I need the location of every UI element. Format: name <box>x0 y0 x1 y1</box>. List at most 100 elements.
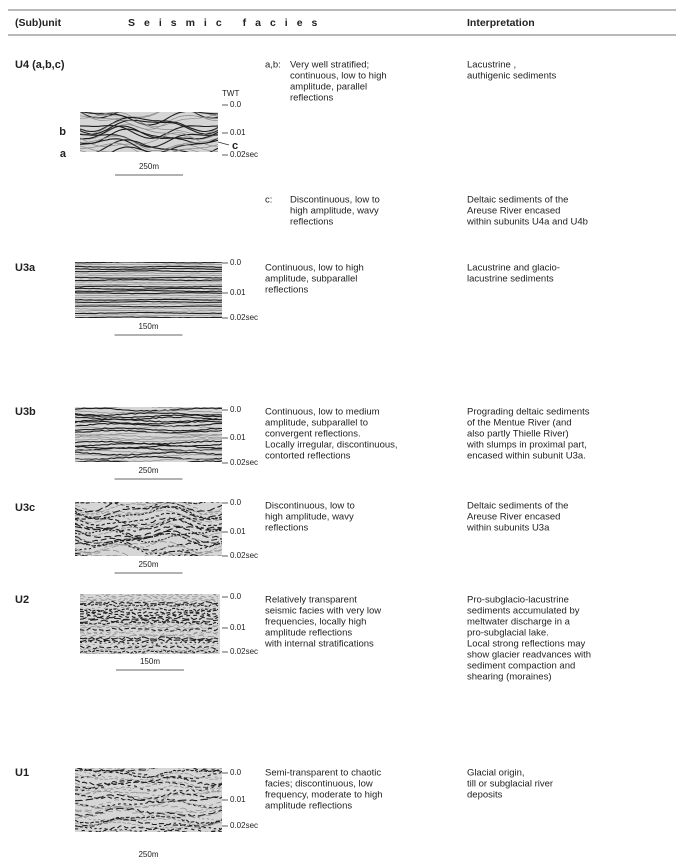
reflector <box>75 319 222 320</box>
depth-tick: 0.01 <box>230 128 246 137</box>
facies-text: reflections <box>290 93 334 104</box>
interpretation-text: with slumps in proximal part, <box>466 440 587 451</box>
depth-tick: 0.02sec <box>230 458 258 467</box>
interpretation-text: within subunits U3a <box>466 523 550 534</box>
scale-label: 250m <box>138 850 158 859</box>
facies-text: Locally irregular, discontinuous, <box>265 440 398 451</box>
reflector <box>75 491 222 504</box>
seismic-profile <box>75 258 222 323</box>
reflector <box>75 404 222 407</box>
interpretation-text: sediments accumulated by <box>467 606 580 617</box>
interpretation-text: deposits <box>467 790 503 801</box>
depth-tick: 0.0 <box>230 498 242 507</box>
depth-tick: 0.0 <box>230 768 242 777</box>
interpretation-text: till or subglacial river <box>467 779 553 790</box>
unit-label: U3a <box>15 262 36 274</box>
interpretation-text: also partly Thielle River) <box>467 429 569 440</box>
reflector <box>75 832 222 841</box>
facies-text: with internal stratifications <box>264 639 374 650</box>
unit-label: U3c <box>15 502 35 514</box>
depth-tick: 0.0 <box>230 100 242 109</box>
interpretation-text: shearing (moraines) <box>467 672 551 683</box>
twt-label: TWT <box>222 89 239 98</box>
interpretation-text: show glacier readvances with <box>467 650 591 661</box>
scale-label: 150m <box>138 322 158 331</box>
depth-tick: 0.01 <box>230 623 246 632</box>
interpretation-text: Local strong reflections may <box>467 639 586 650</box>
reflector <box>75 258 222 259</box>
depth-tick: 0.02sec <box>230 313 258 322</box>
interpretation-text: lacustrine sediments <box>467 274 554 285</box>
reflector <box>75 761 222 769</box>
reflector <box>75 401 222 404</box>
interpretation-text: Lacustrine and glacio- <box>467 263 560 274</box>
facies-text: high amplitude, wavy <box>265 512 354 523</box>
seismic-profile <box>80 589 220 660</box>
facies-text: frequency, moderate to high <box>265 790 383 801</box>
depth-tick: 0.02sec <box>230 551 258 560</box>
interpretation-text: of the Mentue River (and <box>467 418 572 429</box>
interpretation-text: within subunits U4a and U4b <box>466 217 588 228</box>
interpretation-text: authigenic sediments <box>467 71 556 82</box>
unit-label: U2 <box>15 594 29 606</box>
interpretation-text: meltwater discharge in a <box>467 617 571 628</box>
facies-text: high amplitude, wavy <box>290 206 379 217</box>
facies-table: (Sub)unit Seismic facies Interpretation … <box>0 0 682 861</box>
scale-label: 250m <box>139 162 159 171</box>
seismic-profile <box>80 100 218 164</box>
facies-text: reflections <box>265 523 309 534</box>
facies-text: Discontinuous, low to <box>265 501 355 512</box>
facies-text: Very well stratified; <box>290 60 369 71</box>
facies-text: frequencies, locally high <box>265 617 366 628</box>
interpretation-text: sediment compaction and <box>467 661 575 672</box>
facies-text: Semi-transparent to chaotic <box>265 768 381 779</box>
reflector <box>75 266 222 267</box>
seismic-profile <box>75 491 222 569</box>
unit-label: U1 <box>15 767 29 779</box>
interpretation-text: Deltaic sediments of the <box>467 195 568 206</box>
scale-label: 250m <box>138 466 158 475</box>
marker-arrow <box>218 142 229 145</box>
seismic-profile <box>75 401 222 468</box>
depth-tick: 0.01 <box>230 433 246 442</box>
facies-text: amplitude reflections <box>265 628 352 639</box>
unit-label: U3b <box>15 406 36 418</box>
depth-tick: 0.0 <box>230 258 242 267</box>
facies-text: amplitude, subparallel to <box>265 418 368 429</box>
reflector <box>80 589 218 592</box>
interpretation-text: pro-subglacial lake. <box>467 628 549 639</box>
header-facies: Seismic facies <box>128 17 326 29</box>
depth-tick: 0.01 <box>230 527 246 536</box>
header-subunit: (Sub)unit <box>15 17 62 29</box>
depth-tick: 0.01 <box>230 795 246 804</box>
unit-label: U4 (a,b,c) <box>15 59 65 71</box>
facies-text: convergent reflections. <box>265 429 361 440</box>
reflector <box>80 591 218 594</box>
facies-text: continuous, low to high <box>290 71 387 82</box>
interpretation-text: Lacustrine , <box>467 60 516 71</box>
horizon-marker: b <box>59 126 66 138</box>
depth-tick: 0.0 <box>230 405 242 414</box>
facies-text: seismic facies with very low <box>265 606 381 617</box>
interpretation-text: Deltaic sediments of the <box>467 501 568 512</box>
interpretation-text: Glacial origin, <box>467 768 525 779</box>
facies-key: a,b: <box>265 60 281 71</box>
horizon-marker: c <box>232 140 238 152</box>
facies-text: Continuous, low to medium <box>265 407 380 418</box>
facies-text: contorted reflections <box>265 451 351 462</box>
facies-text: facies; discontinuous, low <box>265 779 373 790</box>
depth-tick: 0.0 <box>230 592 242 601</box>
scale-label: 250m <box>138 560 158 569</box>
interpretation-text: Areuse River encased <box>467 206 560 217</box>
facies-text: Continuous, low to high <box>265 263 364 274</box>
interpretation-text: Areuse River encased <box>467 512 560 523</box>
facies-text: reflections <box>290 217 334 228</box>
interpretation-text: Prograding deltaic sediments <box>467 407 590 418</box>
depth-tick: 0.01 <box>230 288 246 297</box>
facies-text: amplitude, subparallel <box>265 274 357 285</box>
facies-key: c: <box>265 195 272 206</box>
facies-text: Relatively transparent <box>265 595 357 606</box>
scale-label: 150m <box>140 657 160 666</box>
header-interpretation: Interpretation <box>467 17 535 29</box>
facies-text: amplitude reflections <box>265 801 352 812</box>
